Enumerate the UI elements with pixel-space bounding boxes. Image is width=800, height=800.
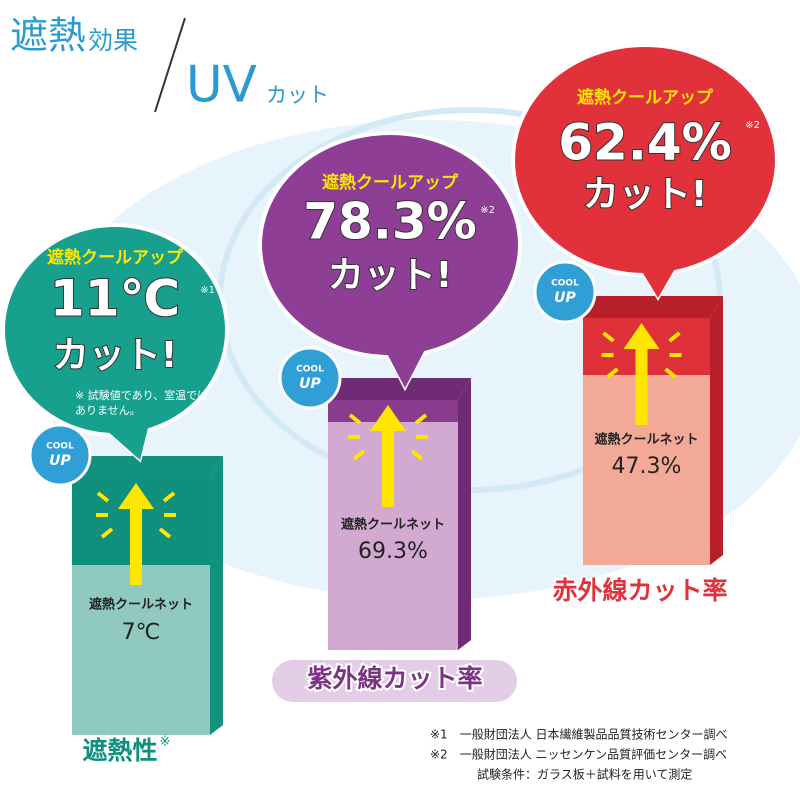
footnote: ※1 一般財団法人 日本繊維製品品質技術センター調べ <box>430 727 728 742</box>
product-value: 7℃ <box>122 620 161 645</box>
bubble-tail-fill <box>95 420 150 460</box>
arrow-ray <box>414 413 428 425</box>
bubble-value: 62.4% <box>558 114 731 172</box>
arrow-ray <box>100 527 114 539</box>
title-sub: 効果 <box>88 26 138 55</box>
cool-badge <box>533 260 597 324</box>
product-value: 69.3% <box>358 539 428 564</box>
bubble-brand: 遮熱クールアップ <box>322 172 459 193</box>
arrow-ray <box>410 449 424 461</box>
caption: 赤外線カット率 <box>552 576 727 605</box>
note-mark: ※2 <box>745 120 760 131</box>
arrow-shaft <box>635 345 648 425</box>
footnote: 試験条件：ガラス板＋試料を用いて測定 <box>477 767 692 782</box>
title-uv: UV <box>186 56 257 114</box>
note-mark: ※1 <box>200 285 215 296</box>
bubble-cut: カット! <box>328 255 452 296</box>
caption-pill <box>272 660 517 702</box>
box-side <box>210 456 223 735</box>
title-cut: カット <box>266 83 329 107</box>
arrow-ray <box>162 491 176 503</box>
bubble-value: 11℃ <box>50 270 180 328</box>
bubble-brand: 遮熱クールアップ <box>577 87 714 108</box>
arrow-ray <box>352 449 366 461</box>
arrow-ray <box>348 413 362 425</box>
box-top <box>328 378 471 400</box>
bubble-note: ありません。 <box>75 404 141 417</box>
bubble-cut: カット! <box>53 335 177 376</box>
caption: 紫外線カット率 <box>307 664 482 693</box>
title-slash <box>154 17 186 113</box>
arrow-head <box>370 405 406 431</box>
bubble-tail-fill <box>380 340 430 388</box>
bubble-note: ※ 試験値であり、室温では <box>75 388 208 402</box>
box-side <box>458 378 471 650</box>
arrow-head <box>623 323 660 349</box>
product-label: 遮熱クールネット <box>341 517 445 533</box>
arrow-ray <box>668 331 681 343</box>
badge-text: COOL <box>46 442 74 452</box>
box-top <box>583 296 723 318</box>
arrow-ray <box>158 527 172 539</box>
note-mark: ※2 <box>480 205 495 216</box>
title-main: 遮熱 <box>10 14 86 58</box>
bubble-tail-fill <box>635 260 680 298</box>
badge-text: UP <box>554 290 576 306</box>
caption: 遮熱性 <box>82 736 157 765</box>
cool-badge <box>28 423 92 487</box>
cool-badge <box>278 346 342 410</box>
badge-text: UP <box>49 453 71 469</box>
arrow-shaft <box>382 427 394 507</box>
arrow-ray <box>606 367 619 379</box>
product-label: 遮熱クールネット <box>89 597 193 613</box>
bubble-value: 78.3% <box>303 193 476 251</box>
badge-text: COOL <box>551 279 579 289</box>
product-value: 47.3% <box>612 454 682 479</box>
footnote: ※2 一般財団法人 ニッセンケン品質評価センター調べ <box>430 747 727 762</box>
badge-text: UP <box>299 376 321 392</box>
box-top <box>72 456 223 478</box>
arrow-ray <box>602 331 615 343</box>
product-label: 遮熱クールネット <box>594 432 698 448</box>
arrow-ray <box>664 367 677 379</box>
arrow-shaft <box>130 505 142 585</box>
bubble-cut: カット! <box>583 174 707 215</box>
badge-text: COOL <box>296 365 324 375</box>
box-lower <box>72 565 210 735</box>
box-side <box>710 296 723 565</box>
caption-mark: ※ <box>160 735 171 750</box>
arrow-ray <box>96 491 110 503</box>
arrow-head <box>118 483 154 509</box>
bubble-brand: 遮熱クールアップ <box>47 247 184 268</box>
